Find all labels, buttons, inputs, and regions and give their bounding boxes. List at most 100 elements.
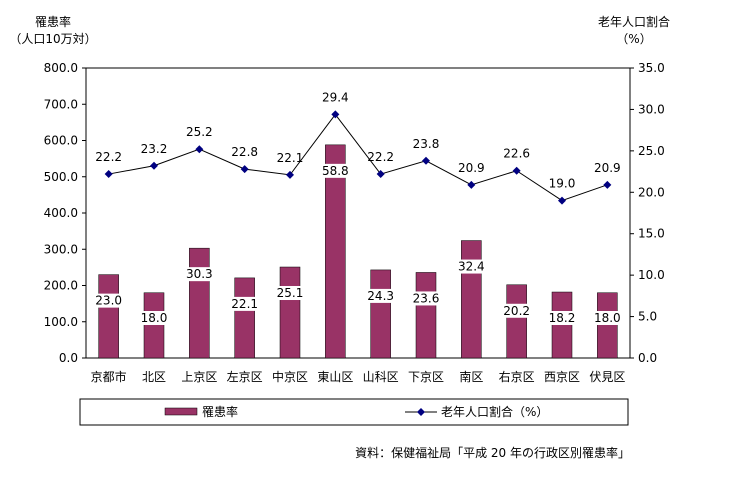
- bar-data-label: 24.3: [367, 289, 394, 303]
- line-point: [422, 156, 430, 165]
- right-tick-label: 10.0: [638, 268, 665, 282]
- left-axis: 0.0 100.0 200.0 300.0 400.0 500.0 600.0 700.0 80…: [44, 61, 86, 365]
- x-category-label: 京都市: [91, 369, 127, 384]
- bar: [143, 292, 165, 359]
- right-tick-label: 5.0: [638, 310, 657, 324]
- line-data-label: 20.9: [594, 161, 621, 175]
- line-point: [150, 161, 158, 170]
- bar: [234, 277, 255, 359]
- legend-line-label: 老年人口割合（%）: [441, 404, 548, 419]
- line-data-label: 22.6: [503, 147, 530, 161]
- line-point: [558, 196, 566, 205]
- right-axis: 0.0 5.0 10.0 15.0 20.0 25.0 30.0 35.0: [630, 61, 665, 365]
- bar-data-label: 25.1: [277, 286, 304, 300]
- left-tick-label: 100.0: [44, 315, 78, 329]
- bar-label-bg: [409, 291, 443, 306]
- line-data-label: 29.4: [322, 90, 349, 104]
- x-category-label: 上京区: [181, 370, 217, 384]
- line-point: [603, 180, 612, 189]
- bar: [325, 144, 346, 359]
- bar: [370, 269, 391, 359]
- bar-series: 23.0 18.0 30.3 22.1 25.1 58.8 24.3 23.6 32.4 20.2…: [91, 144, 625, 359]
- bar: [279, 266, 301, 359]
- bar: [189, 247, 210, 359]
- right-tick-label: 0.0: [638, 351, 657, 365]
- bar-data-label: 20.2: [503, 304, 530, 318]
- left-tick-label: 300.0: [44, 242, 78, 256]
- bar-label-bg: [318, 163, 353, 178]
- bar-data-label: 18.2: [549, 311, 576, 325]
- line-data-label: 22.8: [231, 145, 258, 159]
- line-point: [512, 166, 521, 175]
- left-tick-label: 500.0: [44, 170, 78, 184]
- bar: [506, 284, 527, 359]
- x-category-label: 中京区: [272, 369, 308, 384]
- x-category-label: 西京区: [544, 370, 580, 384]
- right-axis-title-line2: （%）: [616, 32, 651, 46]
- bar-data-label: 32.4: [458, 260, 485, 274]
- legend-line-marker: [417, 408, 425, 416]
- bar-data-label: 18.0: [141, 311, 168, 325]
- right-tick-label: 35.0: [638, 61, 665, 75]
- bar-label-bg: [91, 293, 126, 308]
- legend-bar-swatch: [164, 407, 198, 416]
- bar-label-bg: [137, 311, 171, 325]
- line-series: 22.2 23.2 25.2 22.8 22.1 29.4 22.2 23.8 20.9 22.6…: [95, 90, 621, 205]
- x-category-label: 山科区: [363, 370, 399, 384]
- line-data-label: 22.1: [277, 151, 304, 165]
- x-category-label: 下京区: [408, 370, 444, 384]
- line-data-label: 22.2: [95, 150, 122, 164]
- left-tick-label: 700.0: [44, 97, 78, 111]
- left-tick-label: 600.0: [44, 134, 78, 148]
- line-data-label: 19.0: [549, 177, 576, 191]
- line-data-label: 23.2: [141, 142, 168, 156]
- bar: [415, 272, 437, 359]
- line-point: [467, 180, 476, 189]
- x-category-label: 伏見区: [589, 370, 625, 384]
- bar-label-bg: [590, 311, 625, 325]
- line-point: [104, 170, 113, 179]
- x-category-label: 東山区: [317, 370, 353, 384]
- bar-label-bg: [545, 311, 579, 325]
- bar: [461, 240, 482, 359]
- bar-label-bg: [454, 259, 489, 274]
- left-tick-label: 400.0: [44, 206, 78, 220]
- left-axis-title-line1: 罹患率: [35, 14, 71, 29]
- bar: [98, 274, 119, 359]
- bar-data-label: 23.6: [413, 291, 440, 305]
- bar-label-bg: [273, 286, 307, 301]
- right-tick-label: 25.0: [638, 144, 665, 158]
- x-category-label: 北区: [142, 370, 166, 384]
- line-data-label: 20.9: [458, 161, 485, 175]
- right-tick-label: 30.0: [638, 102, 665, 116]
- left-tick-label: 0.0: [59, 351, 78, 365]
- right-tick-label: 15.0: [638, 227, 665, 241]
- bar-data-label: 23.0: [95, 294, 122, 308]
- line-point: [286, 170, 294, 179]
- line-data-label: 23.8: [413, 137, 440, 151]
- bar-data-label: 18.0: [594, 311, 621, 325]
- line-point: [376, 170, 385, 179]
- bar-label-bg: [499, 303, 534, 318]
- left-tick-label: 200.0: [44, 279, 78, 293]
- series-line: [108, 113, 608, 202]
- right-axis-title-line1: 老年人口割合: [598, 14, 670, 29]
- bar: [551, 291, 573, 359]
- x-category-label: 左京区: [227, 369, 263, 384]
- right-tick-label: 20.0: [638, 185, 665, 199]
- bar-data-label: 58.8: [322, 164, 349, 178]
- left-axis-title-line2: （人口10万対）: [9, 32, 96, 46]
- bar-data-label: 30.3: [186, 267, 213, 281]
- x-axis: 京都市 北区 上京区 左京区 中京区 東山区 山科区 下京区 南区 右京区 西京区 伏見区: [91, 369, 626, 384]
- line-data-label: 22.2: [367, 150, 394, 164]
- bar: [597, 292, 618, 359]
- line-point: [331, 110, 340, 119]
- bar-data-label: 22.1: [231, 297, 258, 311]
- legend-bar-label: 罹患率: [202, 404, 238, 419]
- line-data-label: 25.2: [186, 125, 213, 139]
- bar-label-bg: [182, 267, 217, 282]
- x-category-label: 南区: [459, 369, 483, 384]
- bar-label-bg: [363, 288, 398, 303]
- bar-label-bg: [227, 296, 262, 311]
